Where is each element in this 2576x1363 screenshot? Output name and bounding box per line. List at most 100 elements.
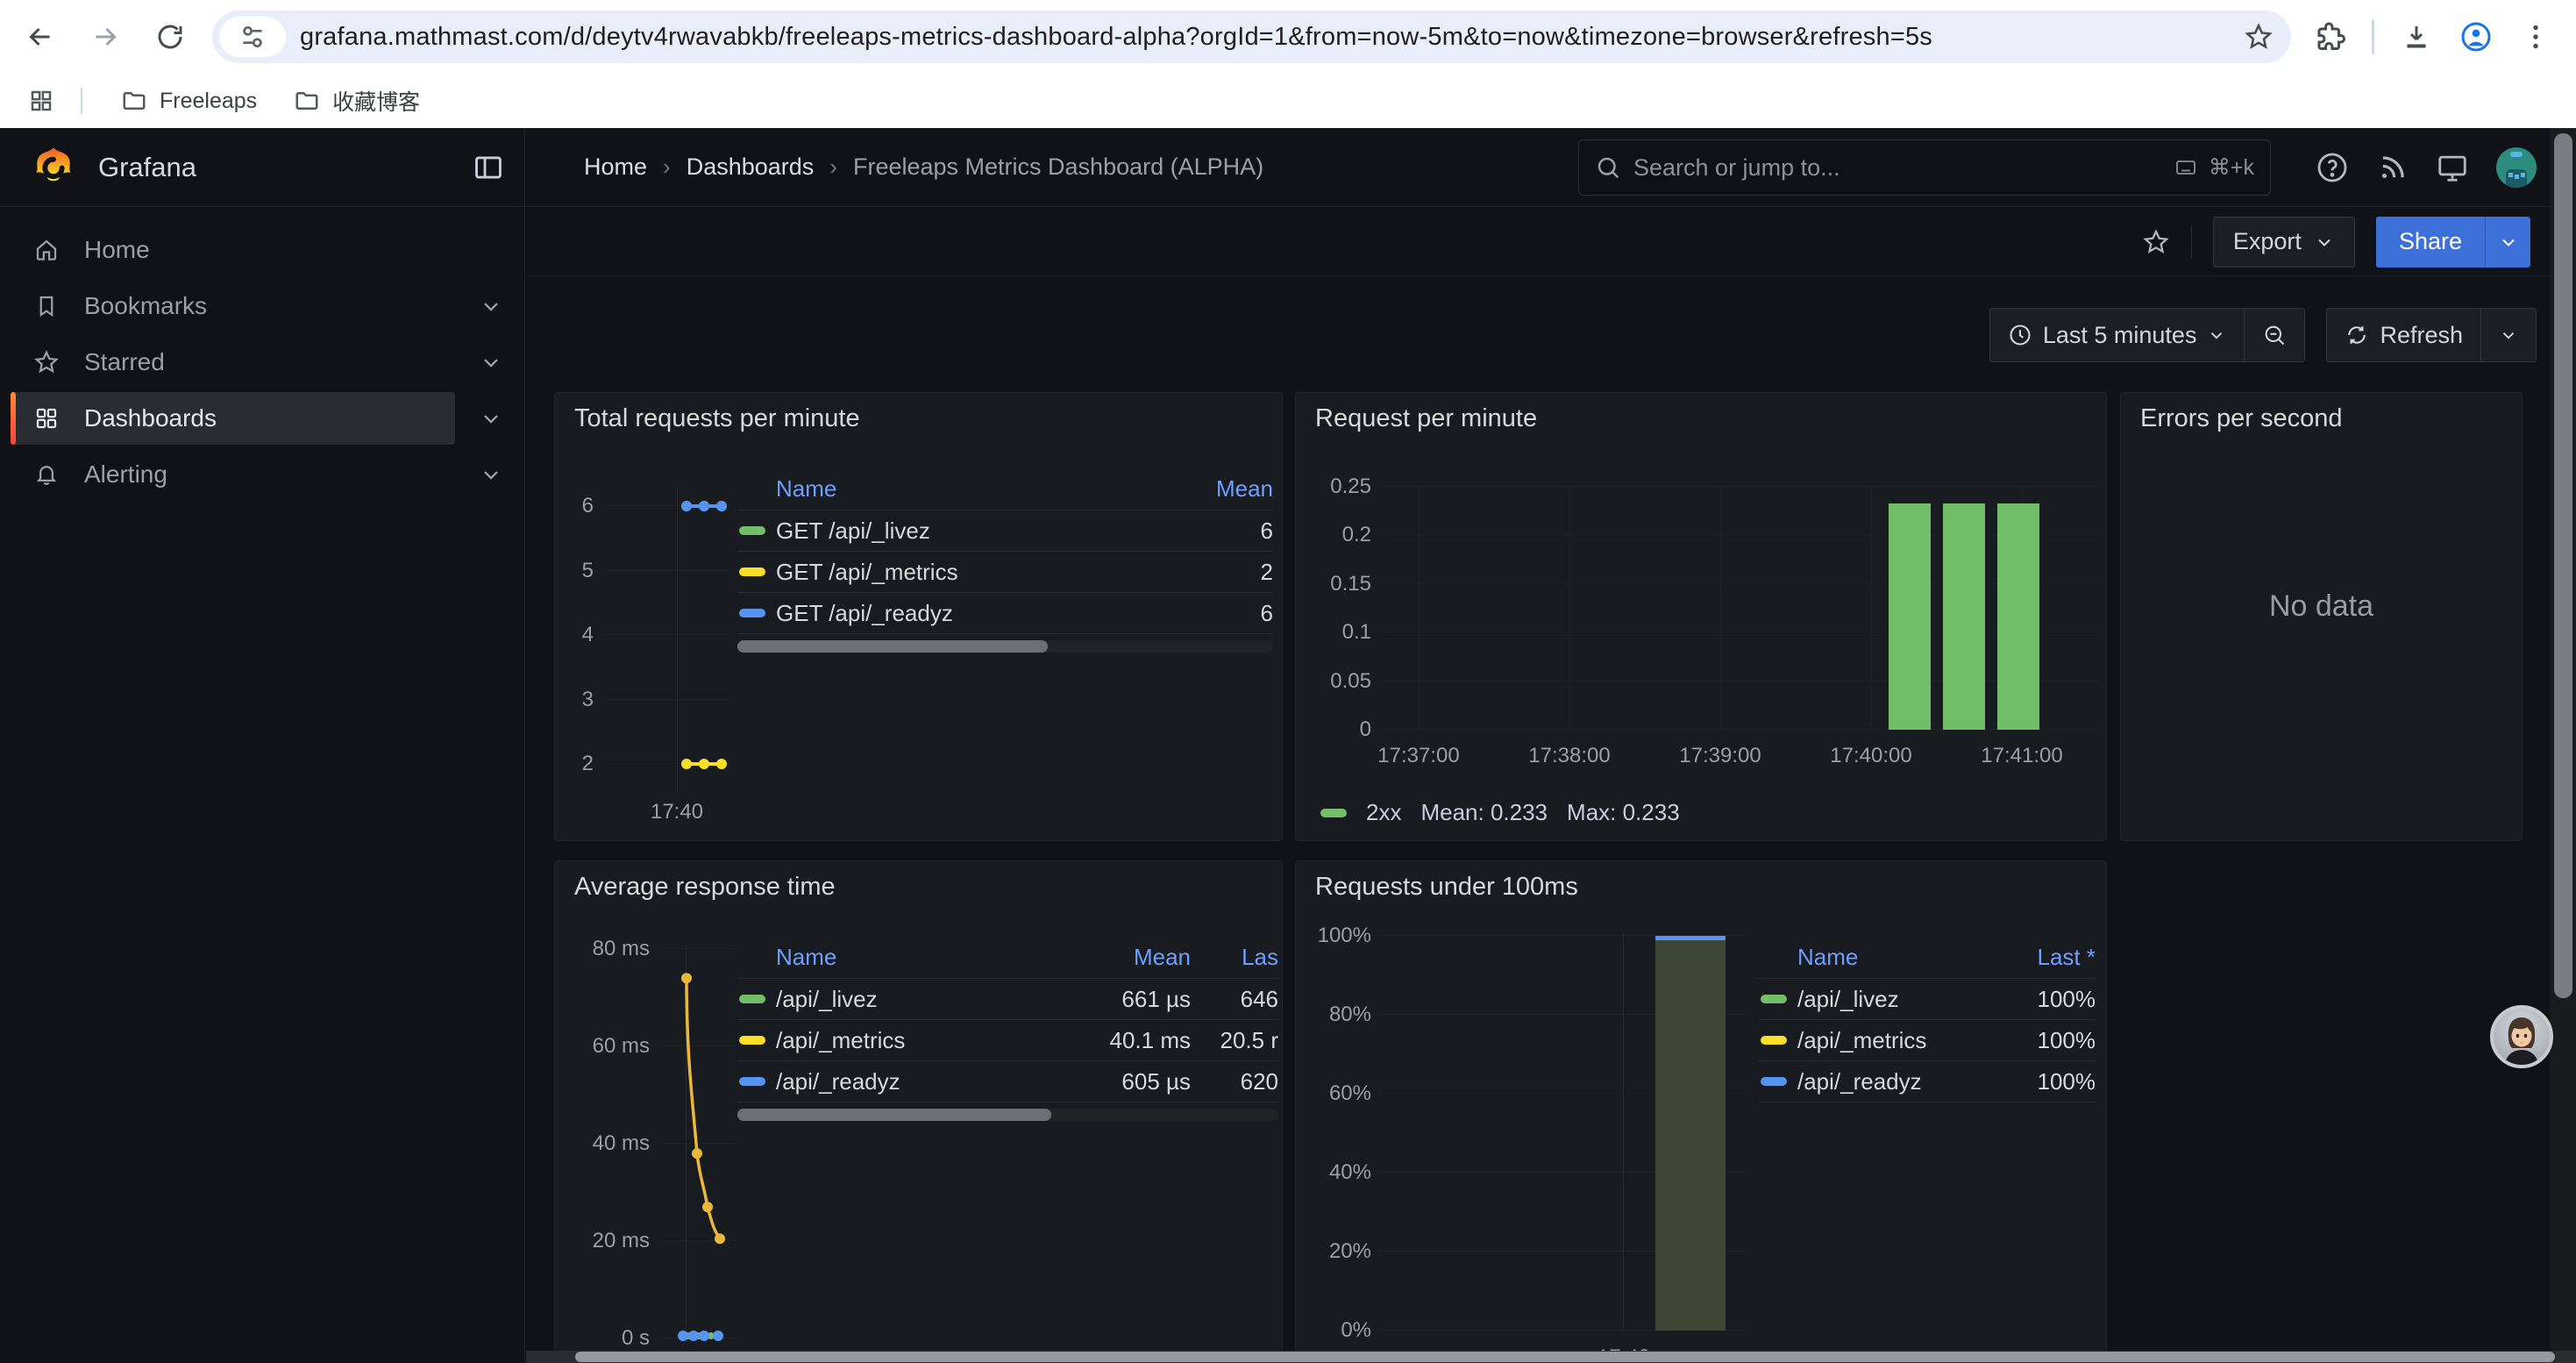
news-rss-icon[interactable] [2376,151,2409,184]
legend-header-mean[interactable]: Mean [1177,475,1273,503]
no-data-message: No data [2121,589,2522,624]
refresh-button[interactable]: Refresh [2327,309,2480,361]
profile-icon[interactable] [2459,19,2494,54]
chevron-down-icon [2207,325,2226,345]
series-color-pill [739,1077,765,1086]
floating-assistant-avatar[interactable] [2490,1005,2553,1068]
sidebar-item-dashboards[interactable]: Dashboards [0,390,524,446]
reload-icon[interactable] [154,21,186,53]
horizontal-scrollbar-thumb[interactable] [575,1352,2555,1362]
legend-header-name[interactable]: Name [776,944,1042,971]
series-color-pill [739,1036,765,1045]
collapse-menu-icon[interactable] [472,151,505,184]
legend-header-last[interactable]: Last * [1990,944,2096,971]
dashboard-canvas: Last 5 minutes Refresh [525,276,2576,1363]
legend-table: NameMeanLas /api/_livez661 µs646 /api/_m… [737,937,1278,1121]
sidebar-item-home[interactable]: Home [0,222,524,278]
browser-menu-icon[interactable] [2520,21,2551,53]
url-bar[interactable]: grafana.mathmast.com/d/deytv4rwavabkb/fr… [212,11,2291,63]
legend-item[interactable]: /api/_metrics100% [1759,1020,2096,1061]
legend-horizontal-scrollbar[interactable] [737,640,1273,653]
breadcrumb-dashboards[interactable]: Dashboards [687,153,815,181]
active-accent-bar [11,392,16,445]
refresh-interval-dropdown[interactable] [2480,309,2536,361]
bar-chart-plot: 0.250.20.150.10.05017:37:0017:38:0017:39… [1296,393,2106,840]
zoom-out-icon [2262,323,2287,347]
site-settings-icon[interactable] [219,17,286,57]
legend-mean-value: Mean: 0.233 [1420,799,1548,826]
series-color-pill [1320,809,1347,817]
legend-series-label[interactable]: 2xx [1366,799,1401,826]
series-color-pill [1761,995,1787,1003]
search-shortcut: ⌘+k [2172,154,2254,181]
legend-header-name[interactable]: Name [1797,944,1990,971]
bookmarks-divider [81,88,82,114]
search-input[interactable]: Search or jump to... ⌘+k [1578,139,2271,196]
chevron-down-icon [2498,232,2519,253]
export-button[interactable]: Export [2213,217,2355,268]
series-color-pill [739,526,765,535]
panel-total-requests-per-minute: Total requests per minute 6543217:40 Nam… [554,392,1283,841]
legend-item[interactable]: /api/_livez100% [1759,979,2096,1020]
share-dropdown-button[interactable] [2485,217,2530,268]
chevron-down-icon[interactable] [479,294,503,318]
legend-item[interactable]: /api/_metrics40.1 ms20.5 r [737,1020,1278,1061]
vertical-scrollbar-thumb[interactable] [2554,133,2572,998]
help-icon[interactable] [2315,150,2350,185]
user-avatar[interactable] [2495,146,2537,189]
legend-row: 2xx Mean: 0.233 Max: 0.233 [1319,799,1680,826]
legend-header-last[interactable]: Las [1191,944,1278,971]
legend-item[interactable]: GET /api/_metrics2 [737,552,1273,593]
sidebar-item-alerting[interactable]: Alerting [0,446,524,503]
legend-item[interactable]: GET /api/_livez6 [737,510,1273,552]
legend-item[interactable]: /api/_readyz100% [1759,1061,2096,1103]
legend-item[interactable]: GET /api/_readyz6 [737,593,1273,634]
horizontal-scrollbar-track[interactable] [526,1351,2576,1363]
legend-horizontal-scrollbar[interactable] [737,1109,1278,1121]
kiosk-monitor-icon[interactable] [2436,151,2469,184]
grafana-logo[interactable] [30,144,77,191]
chevron-down-icon [2499,325,2518,345]
downloads-icon[interactable] [2401,21,2432,53]
bookmark-page-star-icon[interactable] [2244,22,2274,52]
chevron-down-icon[interactable] [479,462,503,487]
series-color-pill [1761,1077,1787,1086]
breadcrumb-home[interactable]: Home [584,153,647,181]
sidebar-item-starred[interactable]: Starred [0,334,524,390]
url-text[interactable]: grafana.mathmast.com/d/deytv4rwavabkb/fr… [300,23,2244,52]
actions-divider [2191,225,2192,259]
grafana-header: Grafana Home › Dashboards › Freeleaps Me… [0,128,2576,207]
panel-average-response-time: Average response time 80 ms60 ms40 ms20 … [554,860,1283,1363]
favorite-star-icon[interactable] [2142,228,2170,256]
chevron-down-icon[interactable] [479,406,503,431]
panel-requests-under-100ms: Requests under 100ms 100%80%60%40%20%0%1… [1295,860,2107,1363]
back-icon[interactable] [25,21,56,53]
bookmark-folder-freeleaps[interactable]: Freeleaps [109,82,269,119]
legend-header-mean[interactable]: Mean [1042,944,1191,971]
chevron-down-icon[interactable] [479,350,503,375]
panel-request-per-minute: Request per minute 0.250.20.150.10.05017… [1295,392,2107,841]
legend-item[interactable]: /api/_readyz605 µs620 [737,1061,1278,1103]
browser-toolbar: grafana.mathmast.com/d/deytv4rwavabkb/fr… [0,0,2576,74]
chevron-down-icon [2314,232,2335,253]
home-icon [33,237,60,263]
breadcrumb-separator: › [663,153,671,181]
series-color-pill [739,567,765,576]
extensions-icon[interactable] [2314,21,2345,53]
apps-grid-icon[interactable] [28,88,54,114]
legend-item[interactable]: /api/_livez661 µs646 [737,979,1278,1020]
zoom-out-button[interactable] [2244,309,2304,361]
bell-icon [33,461,60,488]
clock-icon [2008,323,2032,347]
panel-title[interactable]: Errors per second [2121,393,2522,433]
share-button[interactable]: Share [2376,217,2485,268]
dashboards-grid-icon [33,405,60,432]
sidebar-item-bookmarks[interactable]: Bookmarks [0,278,524,334]
forward-icon[interactable] [89,21,121,53]
time-range-picker[interactable]: Last 5 minutes [1990,309,2245,361]
bookmark-folder-blogs[interactable]: 收藏博客 [281,80,432,122]
series-color-pill [739,609,765,617]
legend-header-name[interactable]: Name [776,475,1177,503]
brand-name: Grafana [98,152,196,183]
dashboard-actions-bar: Export Share [525,208,2576,276]
